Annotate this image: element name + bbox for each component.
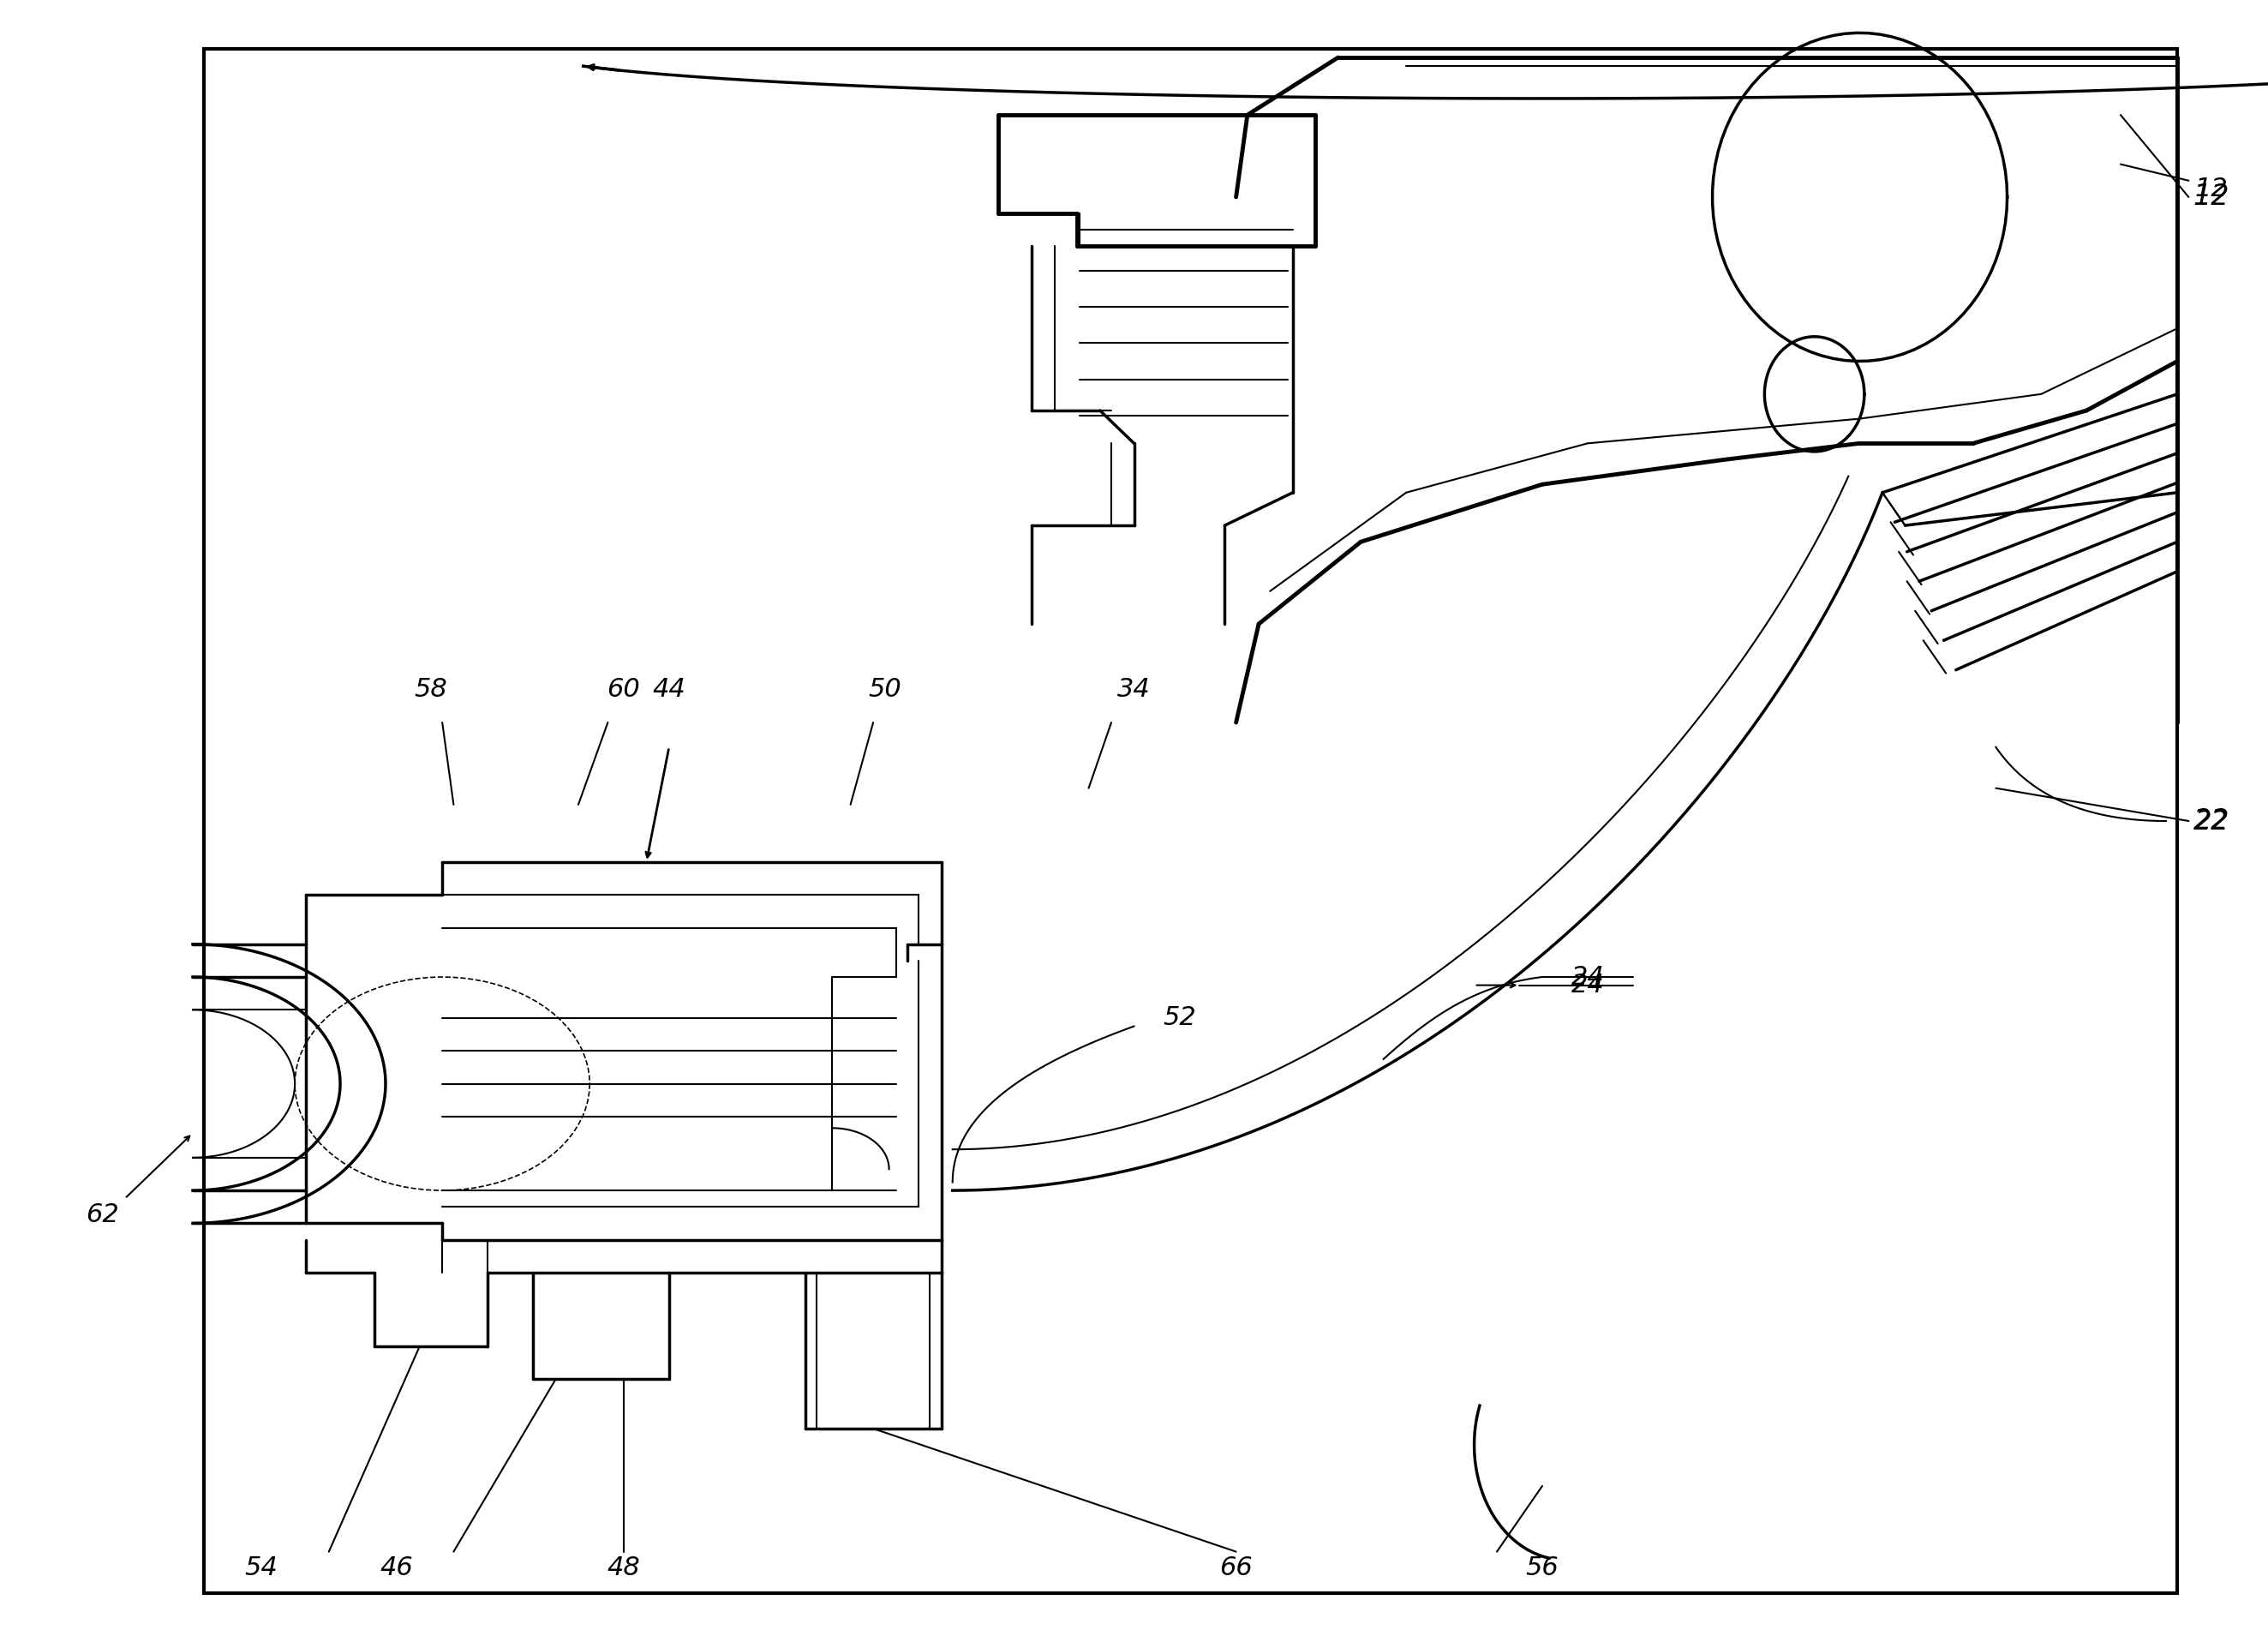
- Text: 12: 12: [2195, 176, 2227, 202]
- Text: 34: 34: [1118, 677, 1150, 703]
- Text: 58: 58: [415, 677, 447, 703]
- Text: 52: 52: [1163, 1005, 1195, 1031]
- Text: 24: 24: [1572, 972, 1603, 998]
- Bar: [204, 49, 2177, 1593]
- Text: 22: 22: [2193, 806, 2229, 836]
- Text: 56: 56: [1526, 1555, 1558, 1581]
- Text: 22: 22: [2195, 808, 2227, 834]
- Text: 62: 62: [86, 1202, 118, 1228]
- Text: 66: 66: [1220, 1555, 1252, 1581]
- Text: 60: 60: [608, 677, 640, 703]
- Text: 48: 48: [608, 1555, 640, 1581]
- Text: 44: 44: [653, 677, 685, 703]
- Text: 12: 12: [2193, 182, 2229, 212]
- Text: 24: 24: [1572, 964, 1603, 990]
- Text: 54: 54: [245, 1555, 277, 1581]
- Text: 46: 46: [381, 1555, 413, 1581]
- Text: 50: 50: [869, 677, 900, 703]
